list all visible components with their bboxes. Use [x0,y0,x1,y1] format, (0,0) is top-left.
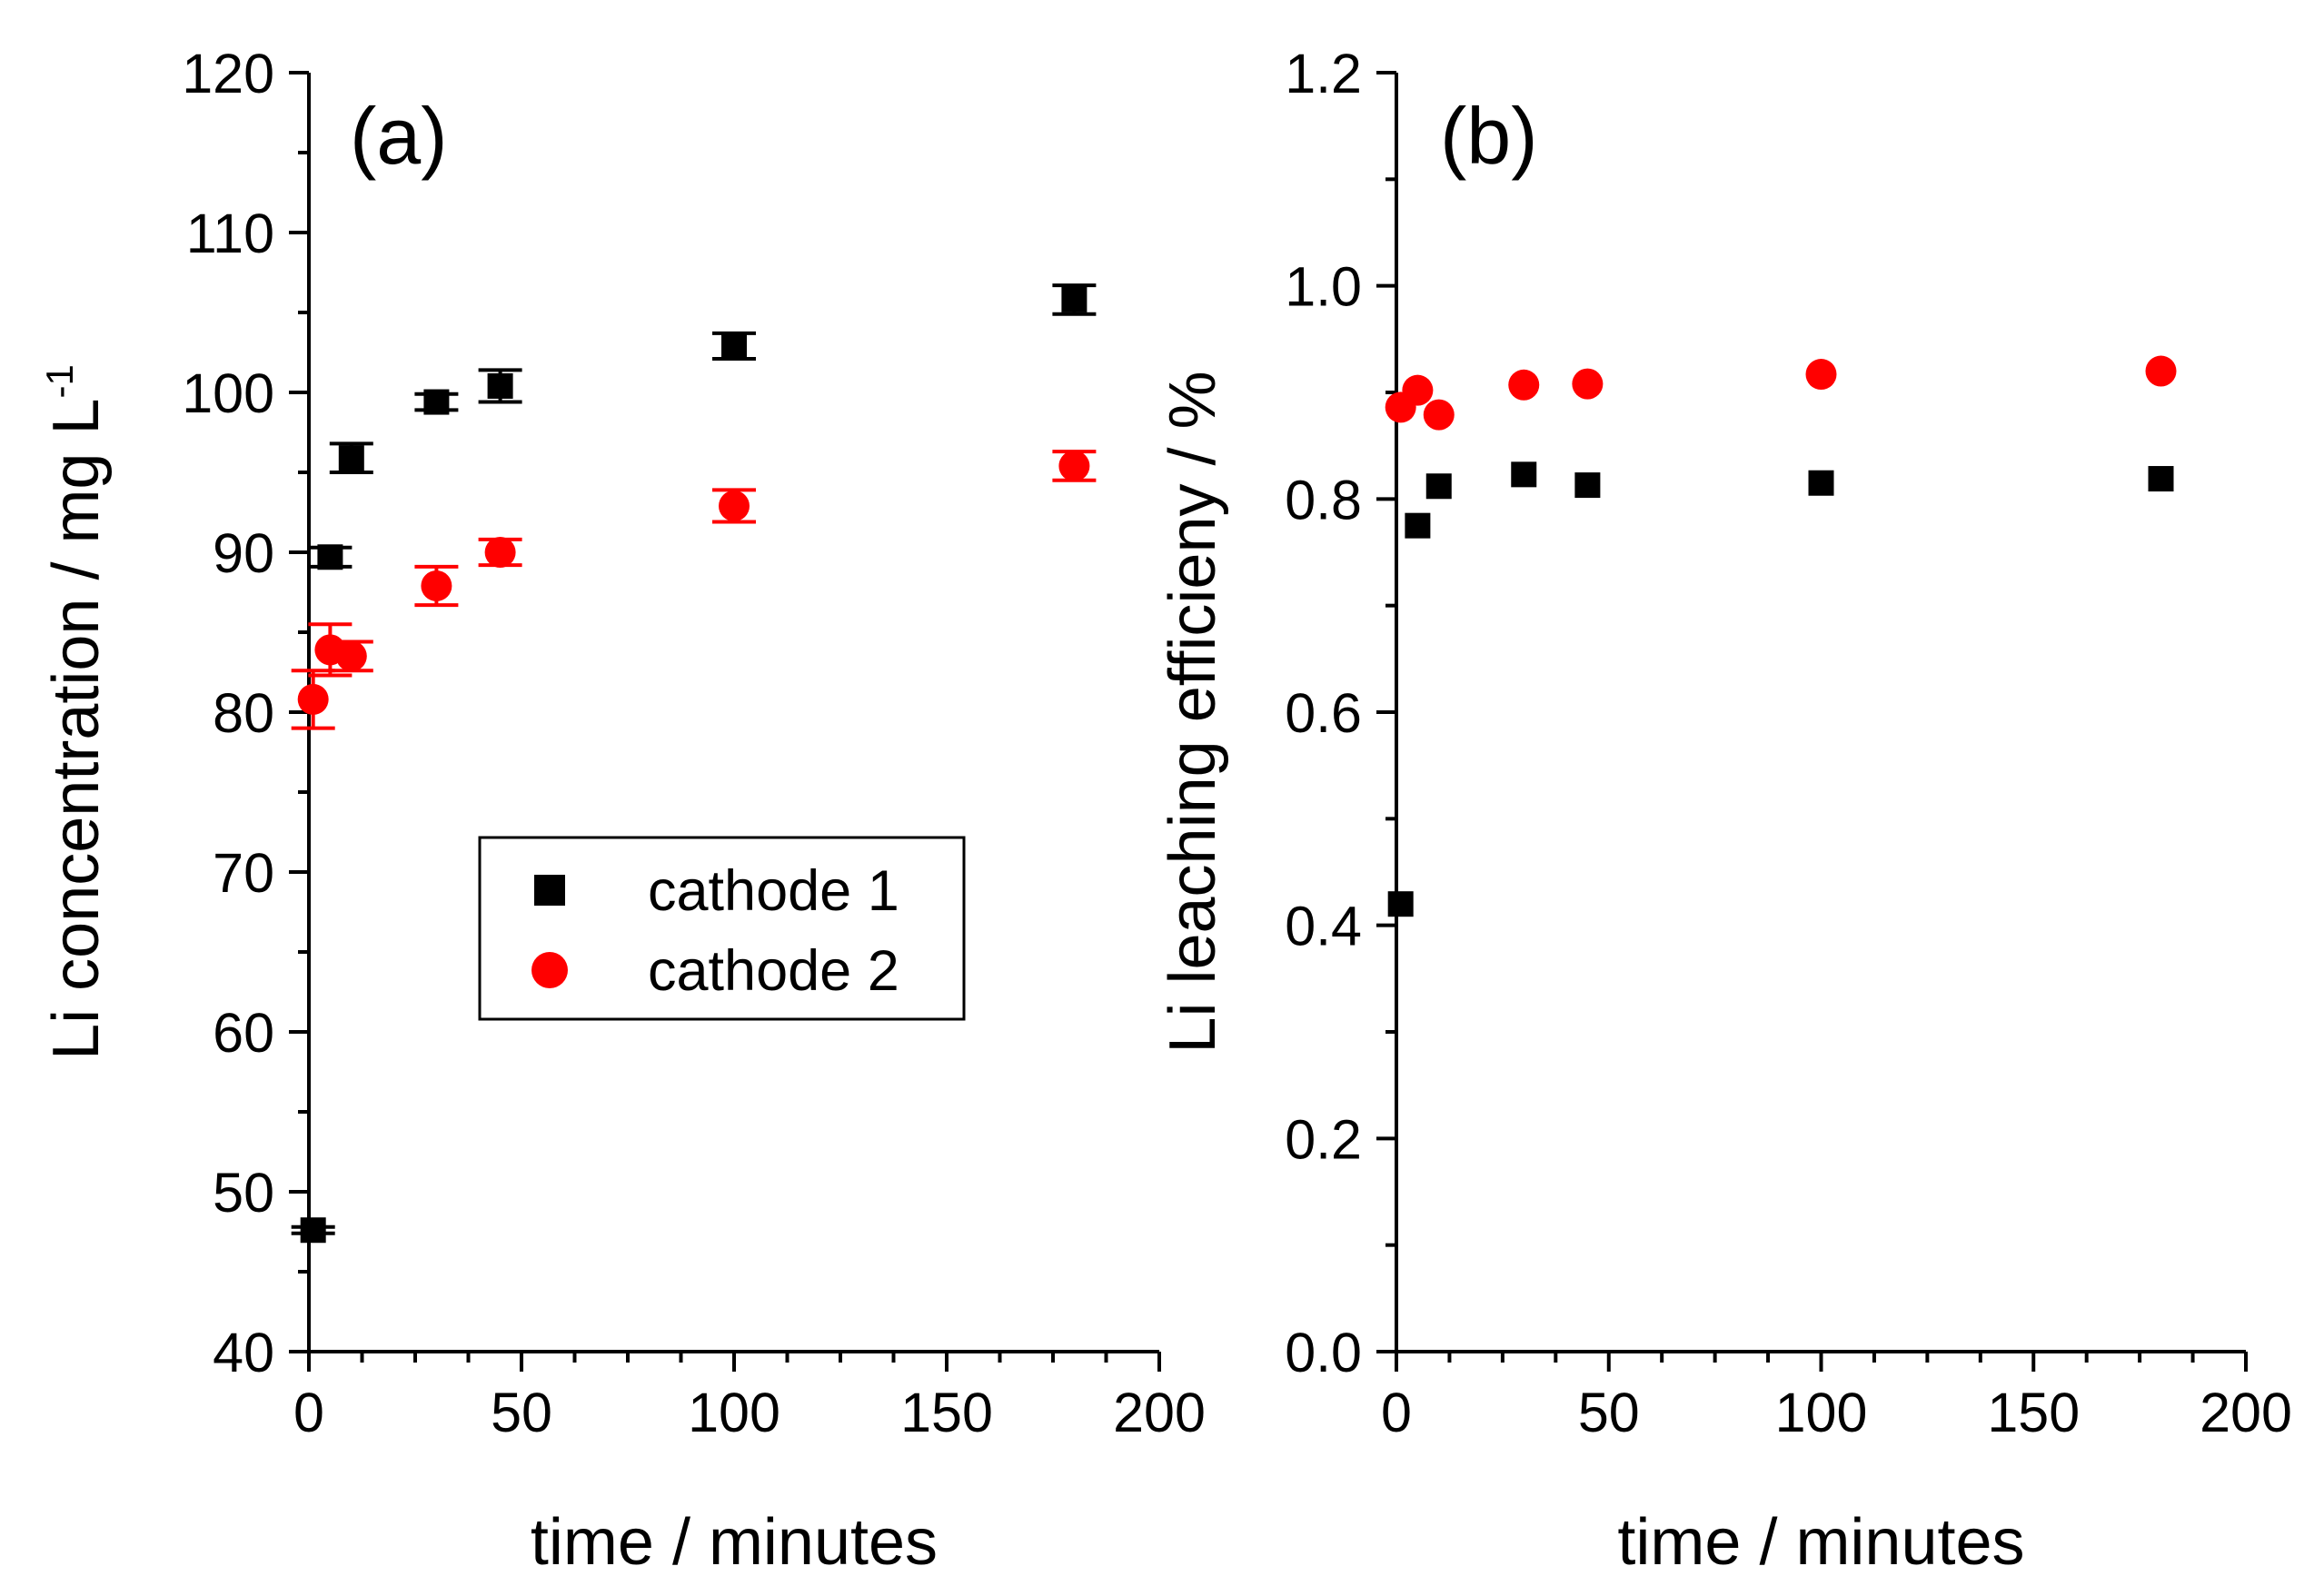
data-point-square [423,389,450,415]
panel-label: (b) [1440,91,1538,181]
legend: cathode 1 cathode 2 [478,836,966,1021]
data-point-circle [1508,369,1540,401]
legend-entry-label: cathode 2 [648,939,899,1003]
y-tick-label: 0.8 [1285,469,1362,530]
y-tick-label: 120 [182,43,274,104]
x-tick-label: 100 [688,1382,780,1443]
x-tick-label: 50 [491,1382,552,1443]
y-tick-label: 80 [213,682,274,744]
x-tick-label: 150 [1987,1382,2080,1443]
legend-entry-label: cathode 1 [648,859,899,923]
x-tick-label: 150 [900,1382,993,1443]
x-tick-label: 200 [2200,1382,2292,1443]
y-tick-label: 0.4 [1285,896,1362,957]
data-point-square [1425,473,1452,500]
chart-panel-a: 0 50 100 150 200 40 50 60 70 80 90 100 110 120 time / … [38,43,1206,1579]
data-point-square [1574,472,1601,499]
legend-box [478,836,966,1021]
y-axis-title-superscript: -1 [38,364,81,398]
x-axis-title: time / minutes [1617,1506,2024,1579]
chart-panel-b: 0 50 100 150 200 0.0 0.2 0.4 0.6 0.8 1.0 1.2 time / … [1157,43,2292,1579]
x-tick-label: 0 [293,1382,324,1443]
data-point-circle [421,570,452,601]
data-point-circle [2145,355,2177,387]
y-tick-label: 0.6 [1285,682,1362,744]
x-axis-title: time / minutes [531,1506,938,1579]
series-cathode-2 [1385,355,2177,431]
data-point-square [1511,461,1537,488]
data-point-circle [484,537,516,568]
y-tick-label: 1.2 [1285,43,1362,104]
x-tick-label: 50 [1578,1382,1640,1443]
data-point-circle [1058,450,1090,481]
y-tick-label: 100 [182,362,274,424]
x-tick-label: 100 [1775,1382,1868,1443]
y-tick-label: 90 [213,522,274,584]
data-point-square [2148,466,2174,492]
data-point-circle [1402,374,1434,406]
data-point-square [1808,470,1834,496]
y-tick-label: 60 [213,1002,274,1064]
data-point-circle [1423,399,1455,431]
data-point-square [300,1217,326,1244]
legend-marker-circle [531,952,568,988]
data-point-square [1387,891,1414,917]
x-tick-label: 0 [1381,1382,1412,1443]
y-axis-title: Li concentration / mg L-1 [38,364,113,1060]
y-axis-title: Li leaching efficieny / % [1157,371,1229,1053]
data-point-circle [1572,368,1604,400]
data-point-square [1061,286,1088,312]
data-point-square [487,372,513,399]
data-point-circle [335,640,367,672]
y-tick-label: 0.2 [1285,1108,1362,1170]
data-point-circle [1805,359,1837,391]
series-cathode-1 [1387,461,2174,917]
data-point-square [317,544,343,570]
data-point-square [721,332,747,359]
data-point-circle [719,490,750,521]
series-cathode-2 [291,450,1097,730]
legend-marker-square [534,875,565,906]
data-point-square [1405,512,1431,539]
data-point-circle [297,683,329,715]
series-cathode-1 [291,283,1097,1244]
x-tick-label: 200 [1113,1382,1206,1443]
y-tick-label: 1.0 [1285,256,1362,318]
y-tick-label: 70 [213,842,274,904]
panel-label: (a) [350,91,448,181]
y-tick-label: 40 [213,1322,274,1383]
data-point-square [338,445,364,471]
y-tick-label: 110 [186,203,274,264]
y-tick-label: 0.0 [1285,1322,1362,1383]
y-tick-label: 50 [213,1162,274,1224]
